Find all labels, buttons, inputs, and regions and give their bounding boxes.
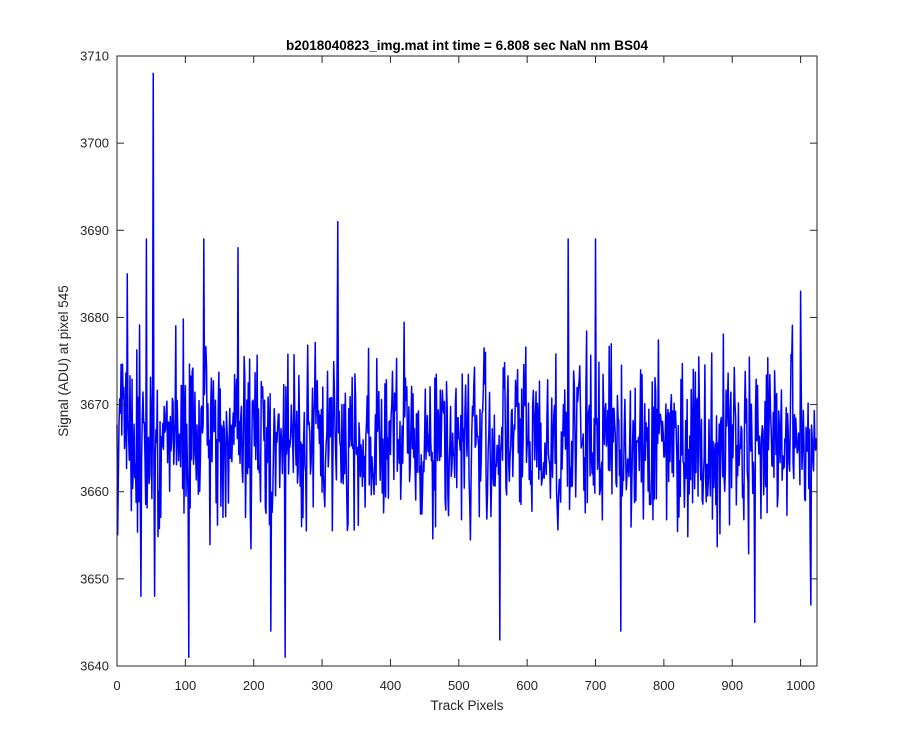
x-axis-label: Track Pixels bbox=[430, 698, 503, 713]
x-tick-label: 600 bbox=[516, 678, 538, 693]
signal-series-line bbox=[116, 72, 818, 659]
y-axis-label: Signal (ADU) at pixel 545 bbox=[56, 285, 71, 437]
x-tick-label: 300 bbox=[311, 678, 333, 693]
y-tick-label: 3700 bbox=[80, 136, 109, 151]
y-tick-label: 3680 bbox=[80, 310, 109, 325]
x-tick-label: 700 bbox=[585, 678, 607, 693]
plot-content bbox=[116, 72, 818, 659]
x-tick-label: 800 bbox=[653, 678, 675, 693]
x-axis: 0 100 200 300 400 500 600 700 800 900 1000 bbox=[113, 56, 815, 693]
plot-frame bbox=[116, 55, 818, 667]
y-tick-label: 3650 bbox=[80, 571, 109, 586]
y-tick-label: 3690 bbox=[80, 223, 109, 238]
plot-area bbox=[117, 56, 817, 666]
chart-title: b2018040823_img.mat int time = 6.808 sec… bbox=[286, 38, 649, 53]
y-axis: 3640 3650 3660 3670 3680 3690 3700 3710 bbox=[80, 49, 817, 674]
x-tick-label: 500 bbox=[448, 678, 470, 693]
x-tick-label: 1000 bbox=[786, 678, 815, 693]
x-tick-label: 0 bbox=[113, 678, 120, 693]
x-tick-label: 100 bbox=[175, 678, 197, 693]
y-tick-label: 3670 bbox=[80, 397, 109, 412]
y-tick-label: 3640 bbox=[80, 659, 109, 674]
y-tick-label: 3660 bbox=[80, 484, 109, 499]
y-tick-label: 3710 bbox=[80, 49, 109, 64]
x-tick-label: 200 bbox=[243, 678, 265, 693]
x-tick-label: 400 bbox=[380, 678, 402, 693]
x-tick-label: 900 bbox=[721, 678, 743, 693]
